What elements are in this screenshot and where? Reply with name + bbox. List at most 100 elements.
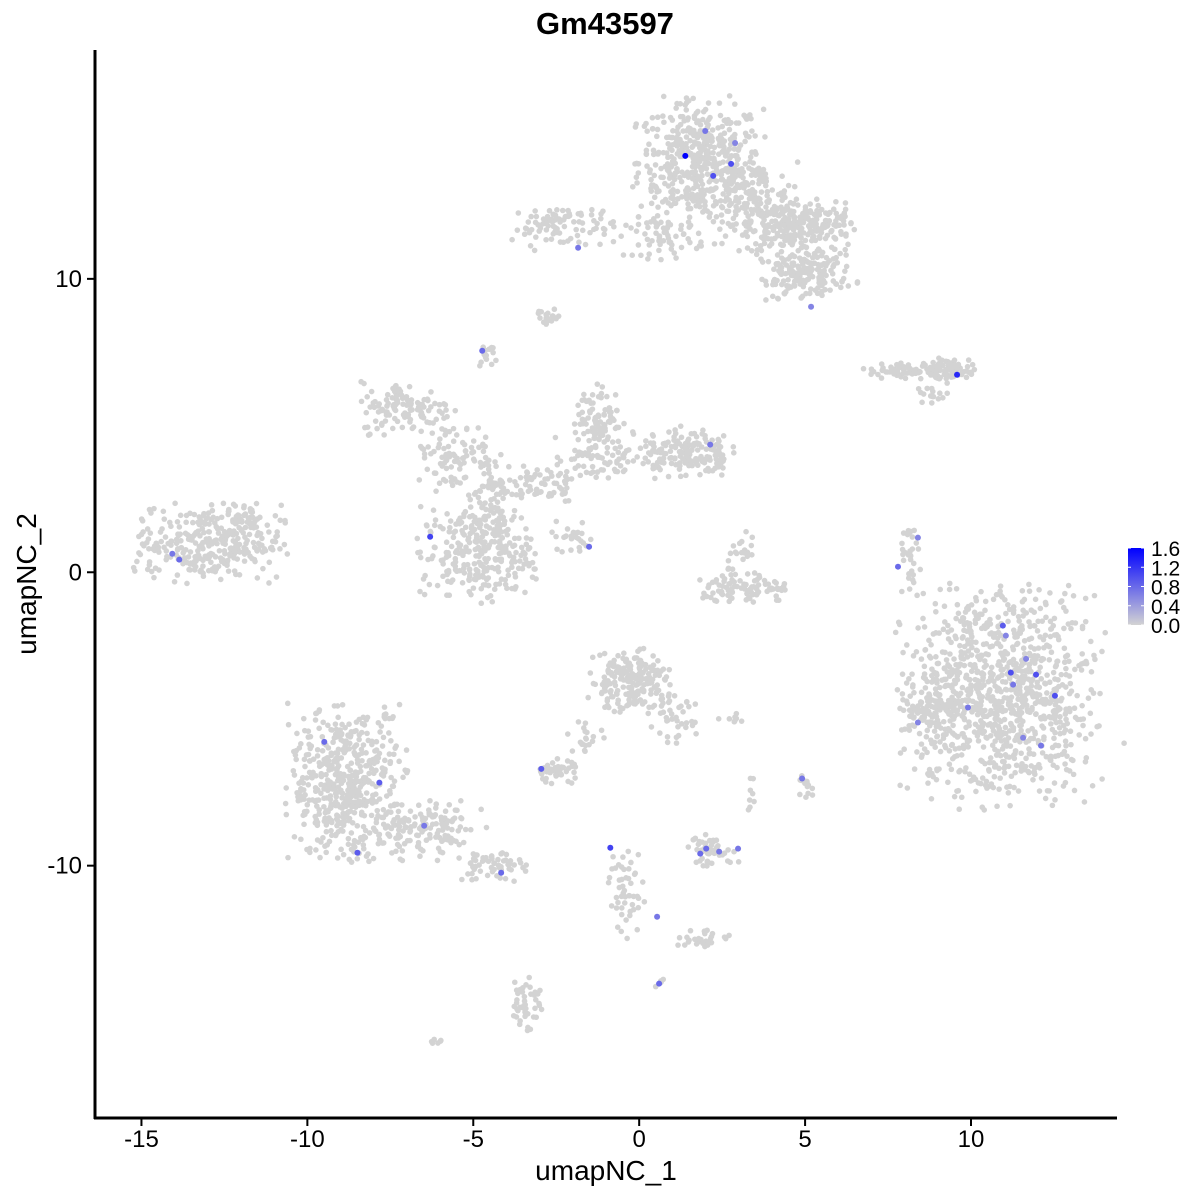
cell-point [628, 225, 634, 231]
cell-point [136, 533, 142, 540]
cell-point [577, 472, 584, 479]
cell-point [672, 455, 678, 461]
cell-point [340, 777, 347, 784]
cell-point [965, 692, 972, 699]
cell-point [1043, 753, 1050, 760]
cell-point [983, 778, 990, 785]
cell-point [478, 561, 484, 567]
cell-point [702, 106, 709, 113]
cell-point [1076, 732, 1082, 738]
cell-point [806, 290, 813, 297]
cell-point [151, 505, 157, 512]
cell-point [769, 293, 776, 300]
cell-point [574, 232, 581, 239]
cell-point [354, 760, 361, 766]
cell-point [372, 748, 378, 754]
cell-point [995, 729, 1002, 736]
cell-point [227, 550, 233, 557]
cell-point [1071, 787, 1078, 794]
cell-point [338, 846, 344, 853]
cell-point [667, 707, 673, 714]
cell-point [900, 649, 906, 656]
cell-point [310, 756, 317, 762]
cell-point [233, 571, 239, 578]
cell-point [930, 631, 937, 637]
cell-point [702, 840, 709, 847]
cell-point [842, 268, 848, 274]
cell-point [942, 742, 948, 749]
cell-point [468, 591, 474, 598]
cell-point [1042, 696, 1049, 703]
cell-point [356, 716, 363, 723]
cell-point [589, 425, 596, 431]
cell-point [485, 462, 492, 469]
cell-point [731, 579, 737, 585]
cell-point [1053, 685, 1060, 692]
cell-point [482, 434, 489, 441]
cell-point [462, 524, 469, 531]
cell-point [785, 182, 792, 189]
cell-point [1058, 671, 1065, 678]
cell-point [710, 193, 717, 200]
cell-point [418, 409, 425, 416]
cell-point [748, 172, 755, 178]
cell-point [358, 398, 365, 405]
cell-point [550, 231, 557, 237]
cell-point [1096, 723, 1102, 729]
cell-point [505, 567, 511, 573]
cell-point [326, 815, 332, 821]
cell-point [652, 162, 659, 168]
cell-point [615, 449, 622, 456]
cell-point [715, 436, 722, 443]
cell-point [638, 252, 644, 259]
cell-point [423, 837, 430, 844]
cell-point [604, 698, 611, 704]
cell-point [932, 600, 939, 607]
cell-point [743, 180, 750, 186]
cell-point [763, 297, 769, 303]
cell-point [565, 207, 571, 214]
cell-point [589, 654, 596, 661]
cell-point [452, 566, 459, 573]
cell-point [529, 559, 536, 566]
cell-point [838, 284, 844, 291]
cell-point [485, 555, 491, 562]
cell-point [298, 836, 304, 843]
cell-point [661, 676, 668, 683]
cell-point [428, 404, 434, 410]
cell-point [329, 727, 335, 733]
cell-point [1097, 690, 1103, 697]
cell-point [928, 642, 934, 648]
cell-point [713, 185, 719, 191]
cell-point [705, 465, 711, 472]
cell-point [497, 510, 504, 517]
cell-point [606, 409, 613, 415]
cell-point [348, 830, 355, 836]
cell-point [358, 378, 364, 385]
cell-point [941, 603, 948, 610]
cell-point [387, 758, 394, 765]
cell-point [532, 208, 538, 214]
cell-point [452, 407, 459, 414]
cell-point [380, 734, 387, 741]
cell-point [974, 648, 981, 654]
cell-point [417, 554, 424, 561]
cell-point [747, 158, 753, 165]
cell-point [192, 558, 199, 565]
cell-point [693, 141, 700, 147]
cell-point [399, 424, 406, 431]
cell-point [513, 491, 520, 498]
cell-point [157, 529, 164, 535]
cell-point [1080, 722, 1086, 729]
cell-point [819, 292, 825, 299]
cell-point [367, 431, 373, 438]
cell-point [358, 811, 365, 818]
cell-point [431, 544, 438, 551]
cell-point [464, 425, 470, 432]
cell-point [713, 456, 720, 462]
cell-point [766, 197, 773, 203]
cell-point [778, 233, 785, 240]
cell-point [395, 808, 402, 815]
cell-point [492, 459, 498, 465]
cell-point [677, 101, 684, 107]
